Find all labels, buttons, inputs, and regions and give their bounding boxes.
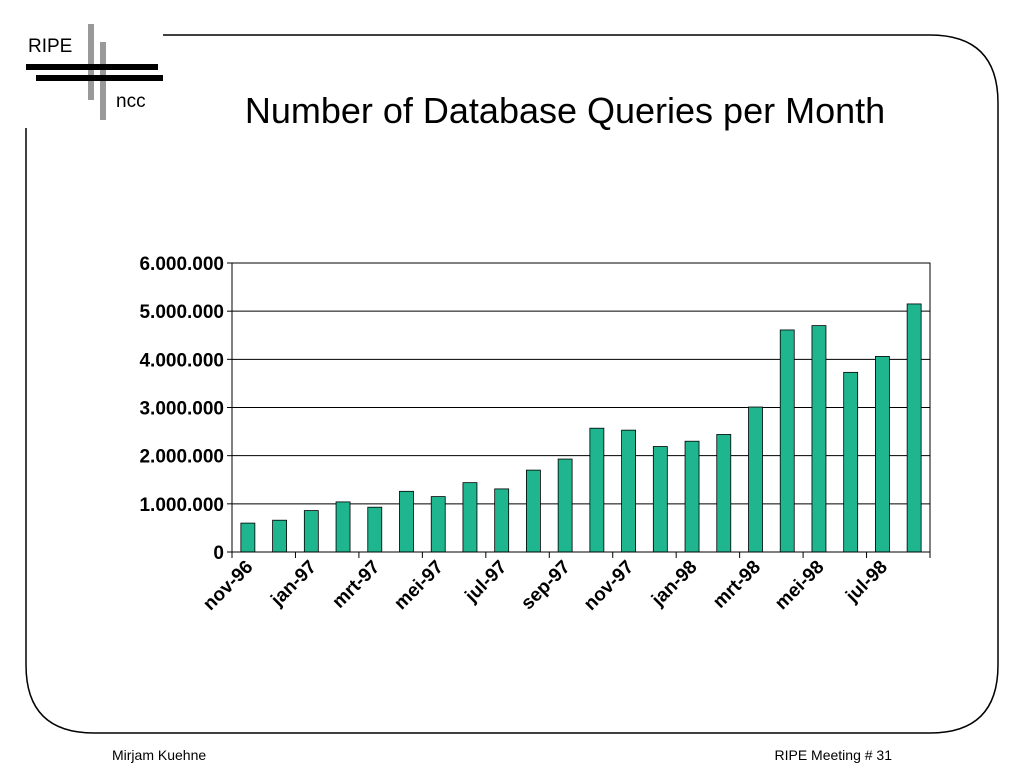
bar-apr-98	[779, 329, 795, 553]
bar-jan-97	[303, 510, 319, 553]
x-tick-label: nov-96	[199, 557, 257, 615]
slide-title: Number of Database Queries per Month	[244, 90, 886, 131]
bar-dec-97	[652, 446, 668, 553]
bar-aug-98	[906, 303, 922, 553]
axes	[227, 262, 931, 558]
x-tick-label: nov-97	[580, 557, 638, 615]
bar-sep-97	[557, 458, 573, 553]
bar-jun-98	[843, 371, 859, 553]
logo-gray-bar-left	[88, 24, 94, 100]
x-tick-label: jul-98	[841, 557, 892, 608]
y-tick-label: 6.000.000	[139, 254, 224, 275]
x-tick-label: mei-97	[390, 557, 447, 614]
y-tick-labels: 0 1.000.000 2.000.000 3.000.000 4.000.000 5.0…	[139, 254, 224, 564]
y-tick-label: 5.000.000	[139, 302, 224, 323]
bar-jul-98	[875, 356, 890, 553]
x-tick-labels: nov-96 jan-97 mrt-97 mei-97 jul-97 sep-97 nov-…	[199, 557, 892, 615]
x-tick-label: mrt-97	[328, 557, 384, 613]
footer-author: Mirjam Kuehne	[112, 747, 207, 763]
bar-apr-97	[399, 490, 414, 553]
x-tick-label: jan-97	[266, 557, 320, 611]
bar-jul-97	[494, 488, 510, 553]
bar-nov-97	[621, 429, 636, 553]
plot-frame	[231, 262, 931, 553]
logo-black-bar-top	[26, 64, 158, 70]
bar-mrt-97	[367, 506, 383, 553]
bar-aug-97	[526, 469, 541, 553]
y-tick-label: 4.000.000	[139, 350, 224, 371]
x-tick-label: sep-97	[517, 557, 574, 614]
bar-mrt-98	[748, 406, 763, 553]
y-tick-label: 1.000.000	[139, 495, 224, 516]
bars	[240, 303, 922, 553]
bar-nov-96	[240, 522, 256, 553]
bar-feb-97	[335, 501, 351, 553]
y-tick-label: 2.000.000	[139, 447, 224, 468]
logo-black-bar-bottom	[36, 75, 163, 81]
bar-feb-98	[716, 434, 732, 553]
bar-jun-97	[462, 482, 478, 553]
x-tick-label: jan-98	[647, 557, 701, 611]
logo-ripe-text: RIPE	[28, 36, 73, 57]
x-tick-label: mei-98	[771, 557, 828, 614]
y-tick-label: 3.000.000	[139, 399, 224, 420]
bar-mei-97	[430, 496, 446, 553]
bar-jan-98	[684, 440, 700, 553]
x-tick-label: jul-97	[461, 557, 512, 608]
bar-dec-96	[272, 519, 287, 553]
x-tick-label: mrt-98	[709, 557, 765, 613]
y-tick-label: 0	[213, 543, 224, 564]
bar-mei-98	[811, 325, 827, 553]
logo-ncc-text: ncc	[116, 91, 146, 112]
bar-okt-97	[589, 427, 605, 553]
footer-meeting: RIPE Meeting # 31	[774, 747, 892, 763]
